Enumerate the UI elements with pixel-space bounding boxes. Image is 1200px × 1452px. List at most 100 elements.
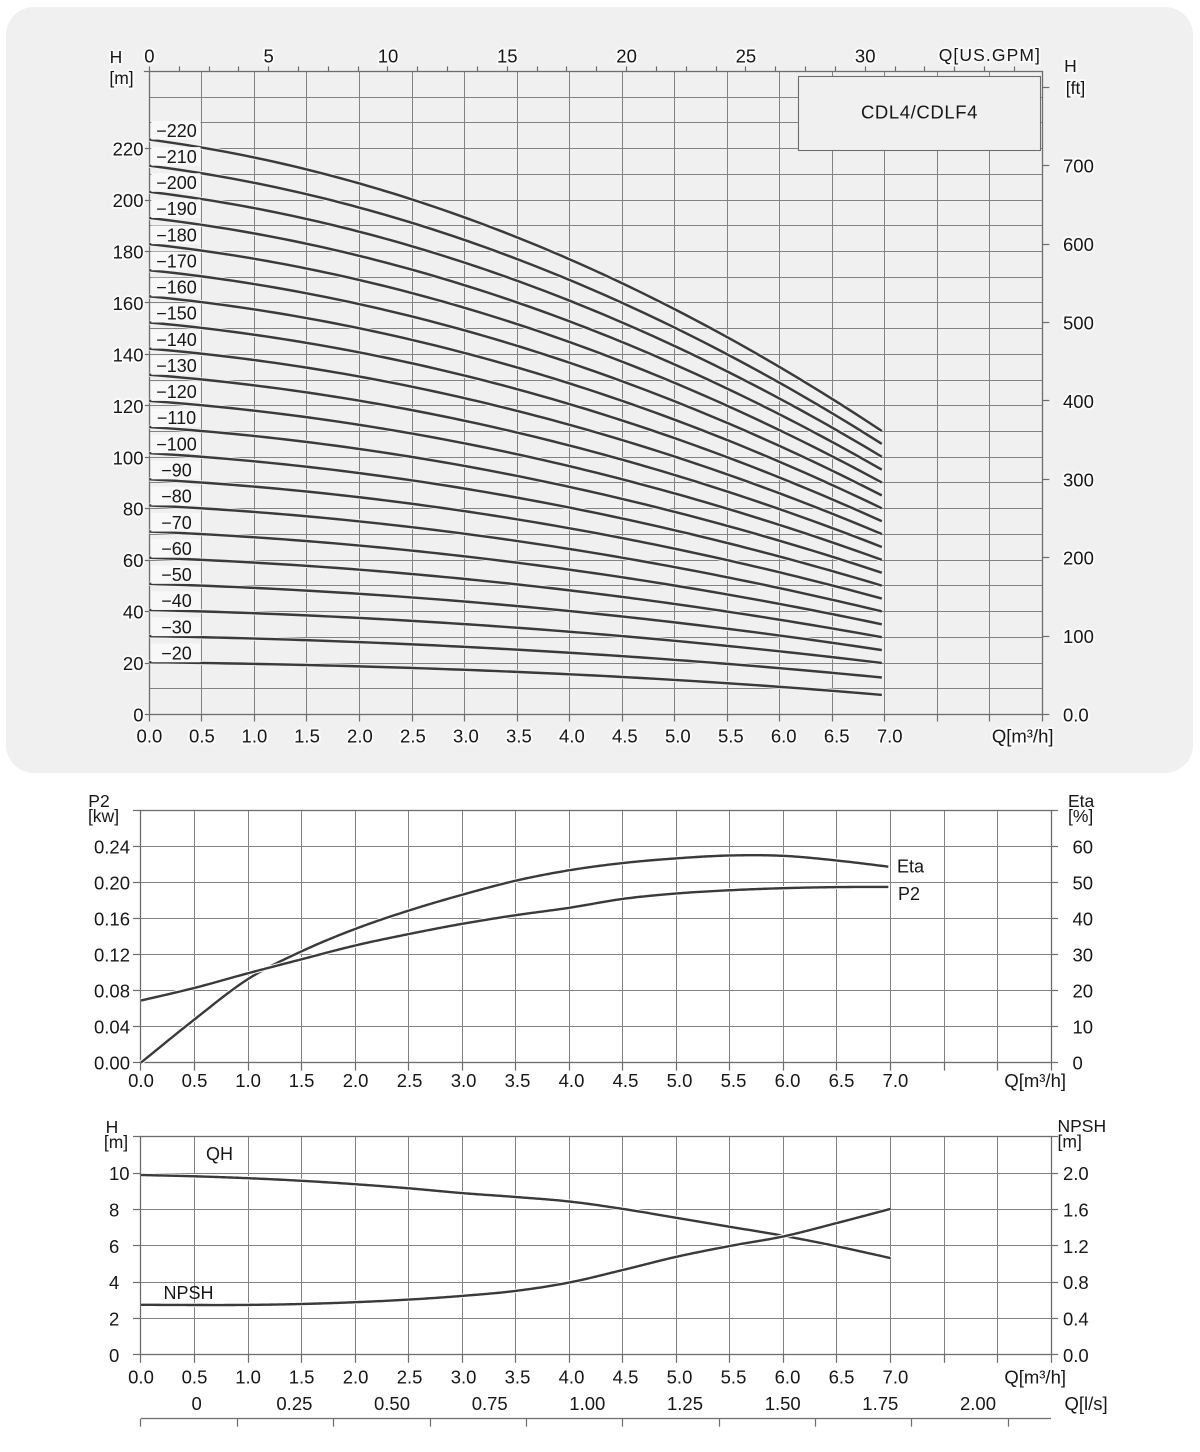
svg-text:2.0: 2.0 xyxy=(1063,1163,1089,1184)
svg-text:−150: −150 xyxy=(156,304,197,324)
svg-text:CDL4/CDLF4: CDL4/CDLF4 xyxy=(861,102,978,123)
svg-text:2.0: 2.0 xyxy=(347,726,373,747)
svg-text:H: H xyxy=(1064,56,1077,76)
svg-text:3.5: 3.5 xyxy=(506,726,532,747)
svg-text:0.0: 0.0 xyxy=(128,1070,154,1091)
svg-text:−20: −20 xyxy=(161,643,192,663)
svg-text:3.5: 3.5 xyxy=(505,1367,531,1388)
svg-text:1.6: 1.6 xyxy=(1063,1200,1089,1221)
svg-text:−70: −70 xyxy=(161,513,192,533)
svg-text:0.0: 0.0 xyxy=(137,726,163,747)
svg-text:Q[m³/h]: Q[m³/h] xyxy=(1004,1367,1066,1388)
svg-text:5.5: 5.5 xyxy=(718,726,744,747)
svg-text:20: 20 xyxy=(123,653,144,674)
svg-text:40: 40 xyxy=(1073,909,1094,930)
svg-text:−130: −130 xyxy=(156,356,197,376)
svg-text:50: 50 xyxy=(1073,873,1094,894)
svg-text:4.0: 4.0 xyxy=(559,1367,585,1388)
svg-text:NPSH: NPSH xyxy=(164,1283,214,1303)
svg-text:0: 0 xyxy=(192,1393,202,1414)
svg-text:Q[m³/h]: Q[m³/h] xyxy=(992,726,1054,747)
svg-text:5.0: 5.0 xyxy=(667,1367,693,1388)
svg-text:20: 20 xyxy=(616,46,637,67)
svg-text:1.0: 1.0 xyxy=(235,1070,261,1091)
svg-text:−160: −160 xyxy=(156,278,197,298)
svg-text:NPSH: NPSH xyxy=(1058,1116,1107,1136)
svg-text:4.5: 4.5 xyxy=(612,726,638,747)
svg-text:30: 30 xyxy=(1073,945,1094,966)
svg-text:−30: −30 xyxy=(161,617,192,637)
svg-text:−50: −50 xyxy=(161,565,192,585)
svg-text:6.5: 6.5 xyxy=(829,1070,855,1091)
svg-text:7.0: 7.0 xyxy=(877,726,903,747)
svg-text:−220: −220 xyxy=(156,121,197,141)
svg-text:−90: −90 xyxy=(161,461,192,481)
svg-text:Q[US.GPM]: Q[US.GPM] xyxy=(939,45,1041,65)
svg-text:7.0: 7.0 xyxy=(883,1070,909,1091)
svg-text:−100: −100 xyxy=(156,434,197,454)
svg-text:10: 10 xyxy=(378,46,399,67)
svg-text:300: 300 xyxy=(1063,469,1094,490)
svg-text:Q[m³/h]: Q[m³/h] xyxy=(1004,1070,1066,1091)
svg-text:200: 200 xyxy=(113,190,144,211)
svg-text:3.0: 3.0 xyxy=(451,1367,477,1388)
svg-text:80: 80 xyxy=(123,499,144,520)
svg-text:−110: −110 xyxy=(157,408,196,428)
svg-text:6.0: 6.0 xyxy=(775,1070,801,1091)
svg-text:140: 140 xyxy=(113,344,144,365)
svg-text:−140: −140 xyxy=(156,330,197,350)
svg-text:1.5: 1.5 xyxy=(289,1070,315,1091)
svg-text:0.4: 0.4 xyxy=(1063,1309,1089,1330)
svg-text:−210: −210 xyxy=(156,147,197,167)
svg-text:700: 700 xyxy=(1063,156,1094,177)
svg-text:4.5: 4.5 xyxy=(613,1070,639,1091)
svg-text:5.5: 5.5 xyxy=(721,1367,747,1388)
svg-text:6.5: 6.5 xyxy=(829,1367,855,1388)
svg-text:0.5: 0.5 xyxy=(182,1070,208,1091)
svg-text:120: 120 xyxy=(113,396,144,417)
svg-text:0.12: 0.12 xyxy=(94,945,130,966)
svg-text:1.5: 1.5 xyxy=(289,1367,315,1388)
svg-text:5.0: 5.0 xyxy=(665,726,691,747)
svg-text:0.04: 0.04 xyxy=(94,1017,130,1038)
svg-text:1.75: 1.75 xyxy=(862,1393,898,1414)
svg-text:6.0: 6.0 xyxy=(771,726,797,747)
svg-text:0.5: 0.5 xyxy=(182,1367,208,1388)
svg-text:2: 2 xyxy=(109,1309,119,1330)
svg-text:−120: −120 xyxy=(156,382,197,402)
svg-text:0.20: 0.20 xyxy=(94,873,130,894)
svg-text:0.0: 0.0 xyxy=(1063,1345,1089,1366)
svg-text:[kw]: [kw] xyxy=(88,806,119,826)
svg-text:220: 220 xyxy=(113,139,144,160)
svg-text:1.2: 1.2 xyxy=(1063,1236,1089,1257)
svg-text:H: H xyxy=(110,47,123,67)
svg-text:2.0: 2.0 xyxy=(343,1367,369,1388)
svg-text:0: 0 xyxy=(133,705,143,726)
svg-text:−200: −200 xyxy=(156,173,197,193)
svg-text:2.0: 2.0 xyxy=(343,1070,369,1091)
svg-text:40: 40 xyxy=(123,602,144,623)
svg-text:0.0: 0.0 xyxy=(128,1367,154,1388)
svg-text:60: 60 xyxy=(1073,837,1094,858)
svg-text:−190: −190 xyxy=(156,199,197,219)
svg-text:[m]: [m] xyxy=(109,68,133,88)
svg-text:1.5: 1.5 xyxy=(294,726,320,747)
svg-text:[ft]: [ft] xyxy=(1066,78,1085,98)
svg-text:0.16: 0.16 xyxy=(94,909,130,930)
svg-text:400: 400 xyxy=(1063,391,1094,412)
svg-text:−60: −60 xyxy=(161,539,192,559)
svg-text:−40: −40 xyxy=(161,591,192,611)
svg-text:3.5: 3.5 xyxy=(505,1070,531,1091)
svg-text:25: 25 xyxy=(736,46,757,67)
svg-text:60: 60 xyxy=(123,550,144,571)
svg-text:Q[l/s]: Q[l/s] xyxy=(1065,1393,1108,1414)
svg-text:3.0: 3.0 xyxy=(451,1070,477,1091)
svg-text:2.5: 2.5 xyxy=(400,726,426,747)
svg-text:30: 30 xyxy=(855,46,876,67)
svg-text:15: 15 xyxy=(497,46,518,67)
svg-text:2.00: 2.00 xyxy=(960,1393,996,1414)
svg-text:0: 0 xyxy=(144,46,154,67)
svg-text:0.5: 0.5 xyxy=(189,726,215,747)
svg-text:0.25: 0.25 xyxy=(276,1393,312,1414)
svg-text:2.5: 2.5 xyxy=(397,1070,423,1091)
